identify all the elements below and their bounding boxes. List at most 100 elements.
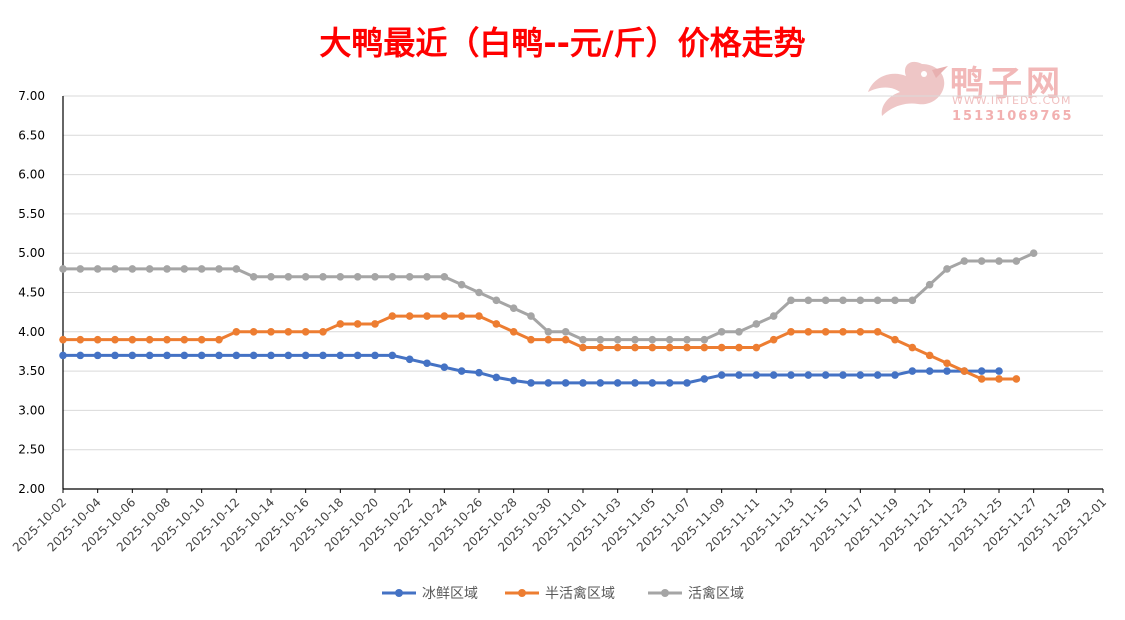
data-point — [943, 367, 951, 375]
data-point — [856, 328, 865, 336]
data-point — [544, 335, 553, 344]
data-point — [769, 312, 778, 320]
data-point — [267, 272, 275, 281]
data-point — [891, 371, 899, 379]
data-point — [735, 343, 743, 352]
data-point — [596, 335, 605, 344]
data-point — [891, 296, 899, 305]
data-point — [613, 343, 622, 352]
data-point — [821, 296, 830, 305]
data-point — [873, 328, 882, 336]
data-point — [596, 379, 605, 387]
data-point — [249, 351, 258, 360]
data-point — [1012, 257, 1021, 265]
watermark-name: 鸭子网 — [950, 64, 1064, 104]
data-point — [995, 375, 1003, 383]
data-point — [128, 351, 137, 360]
data-point — [284, 272, 293, 281]
data-point — [388, 351, 397, 360]
legend-marker — [395, 589, 403, 597]
data-point — [93, 265, 102, 273]
data-point — [700, 335, 709, 344]
data-point — [145, 335, 154, 344]
data-point — [735, 371, 743, 379]
data-point — [579, 343, 587, 352]
data-point — [544, 328, 553, 336]
data-point — [752, 371, 761, 379]
data-point — [821, 371, 830, 379]
data-point — [492, 296, 501, 305]
data-point — [769, 371, 778, 379]
data-point — [405, 272, 414, 281]
data-point — [717, 328, 726, 336]
data-point — [509, 376, 518, 385]
data-point — [405, 355, 414, 364]
data-point — [145, 351, 154, 360]
data-point — [475, 288, 483, 297]
data-point — [284, 351, 293, 360]
data-point — [457, 280, 466, 289]
data-point — [839, 328, 847, 336]
data-point — [631, 379, 639, 387]
data-point — [561, 379, 570, 387]
data-point — [76, 265, 85, 273]
data-point — [215, 351, 223, 360]
data-point — [423, 272, 431, 281]
data-point — [544, 379, 553, 387]
y-tick-label: 5.00 — [18, 246, 45, 260]
data-point — [111, 335, 119, 344]
series-line — [63, 353, 999, 385]
legend-label: 活禽区域 — [688, 585, 744, 602]
data-point — [111, 351, 119, 360]
data-point — [405, 312, 414, 320]
data-point — [561, 328, 570, 336]
data-point — [613, 335, 622, 344]
data-point — [163, 265, 171, 273]
y-tick-label: 5.50 — [18, 207, 45, 221]
data-point — [59, 351, 67, 360]
data-point — [509, 304, 518, 313]
data-point — [648, 379, 657, 387]
data-point — [804, 328, 813, 336]
data-point — [197, 265, 206, 273]
data-point — [683, 343, 691, 352]
watermark-phone: 15131069765 — [952, 109, 1074, 124]
data-point — [873, 296, 882, 305]
data-point — [752, 343, 761, 352]
data-point — [509, 328, 518, 336]
data-point — [977, 367, 986, 375]
data-point — [579, 379, 587, 387]
legend-marker — [518, 589, 526, 597]
data-point — [93, 335, 102, 344]
data-point — [925, 280, 934, 289]
data-point — [683, 335, 691, 344]
data-point — [787, 296, 795, 305]
data-point — [475, 368, 483, 377]
data-point — [249, 328, 258, 336]
data-point — [925, 367, 934, 375]
data-point — [76, 351, 85, 360]
data-point — [440, 272, 449, 281]
data-point — [371, 272, 379, 281]
data-point — [353, 320, 362, 328]
data-point — [145, 265, 154, 273]
data-point — [319, 328, 327, 336]
data-point — [59, 335, 67, 344]
data-point — [76, 335, 85, 344]
data-point — [648, 335, 657, 344]
data-point — [856, 371, 865, 379]
data-point — [648, 343, 657, 352]
y-tick-label: 4.00 — [18, 325, 45, 339]
data-point — [93, 351, 102, 360]
y-tick-label: 2.50 — [18, 443, 45, 457]
data-point — [267, 351, 275, 360]
data-point — [960, 257, 969, 265]
data-point — [1012, 375, 1021, 383]
data-point — [197, 335, 206, 344]
data-point — [804, 296, 813, 305]
data-point — [388, 272, 397, 281]
data-point — [873, 371, 882, 379]
data-point — [735, 328, 743, 336]
data-point — [180, 335, 189, 344]
data-point — [128, 335, 137, 344]
